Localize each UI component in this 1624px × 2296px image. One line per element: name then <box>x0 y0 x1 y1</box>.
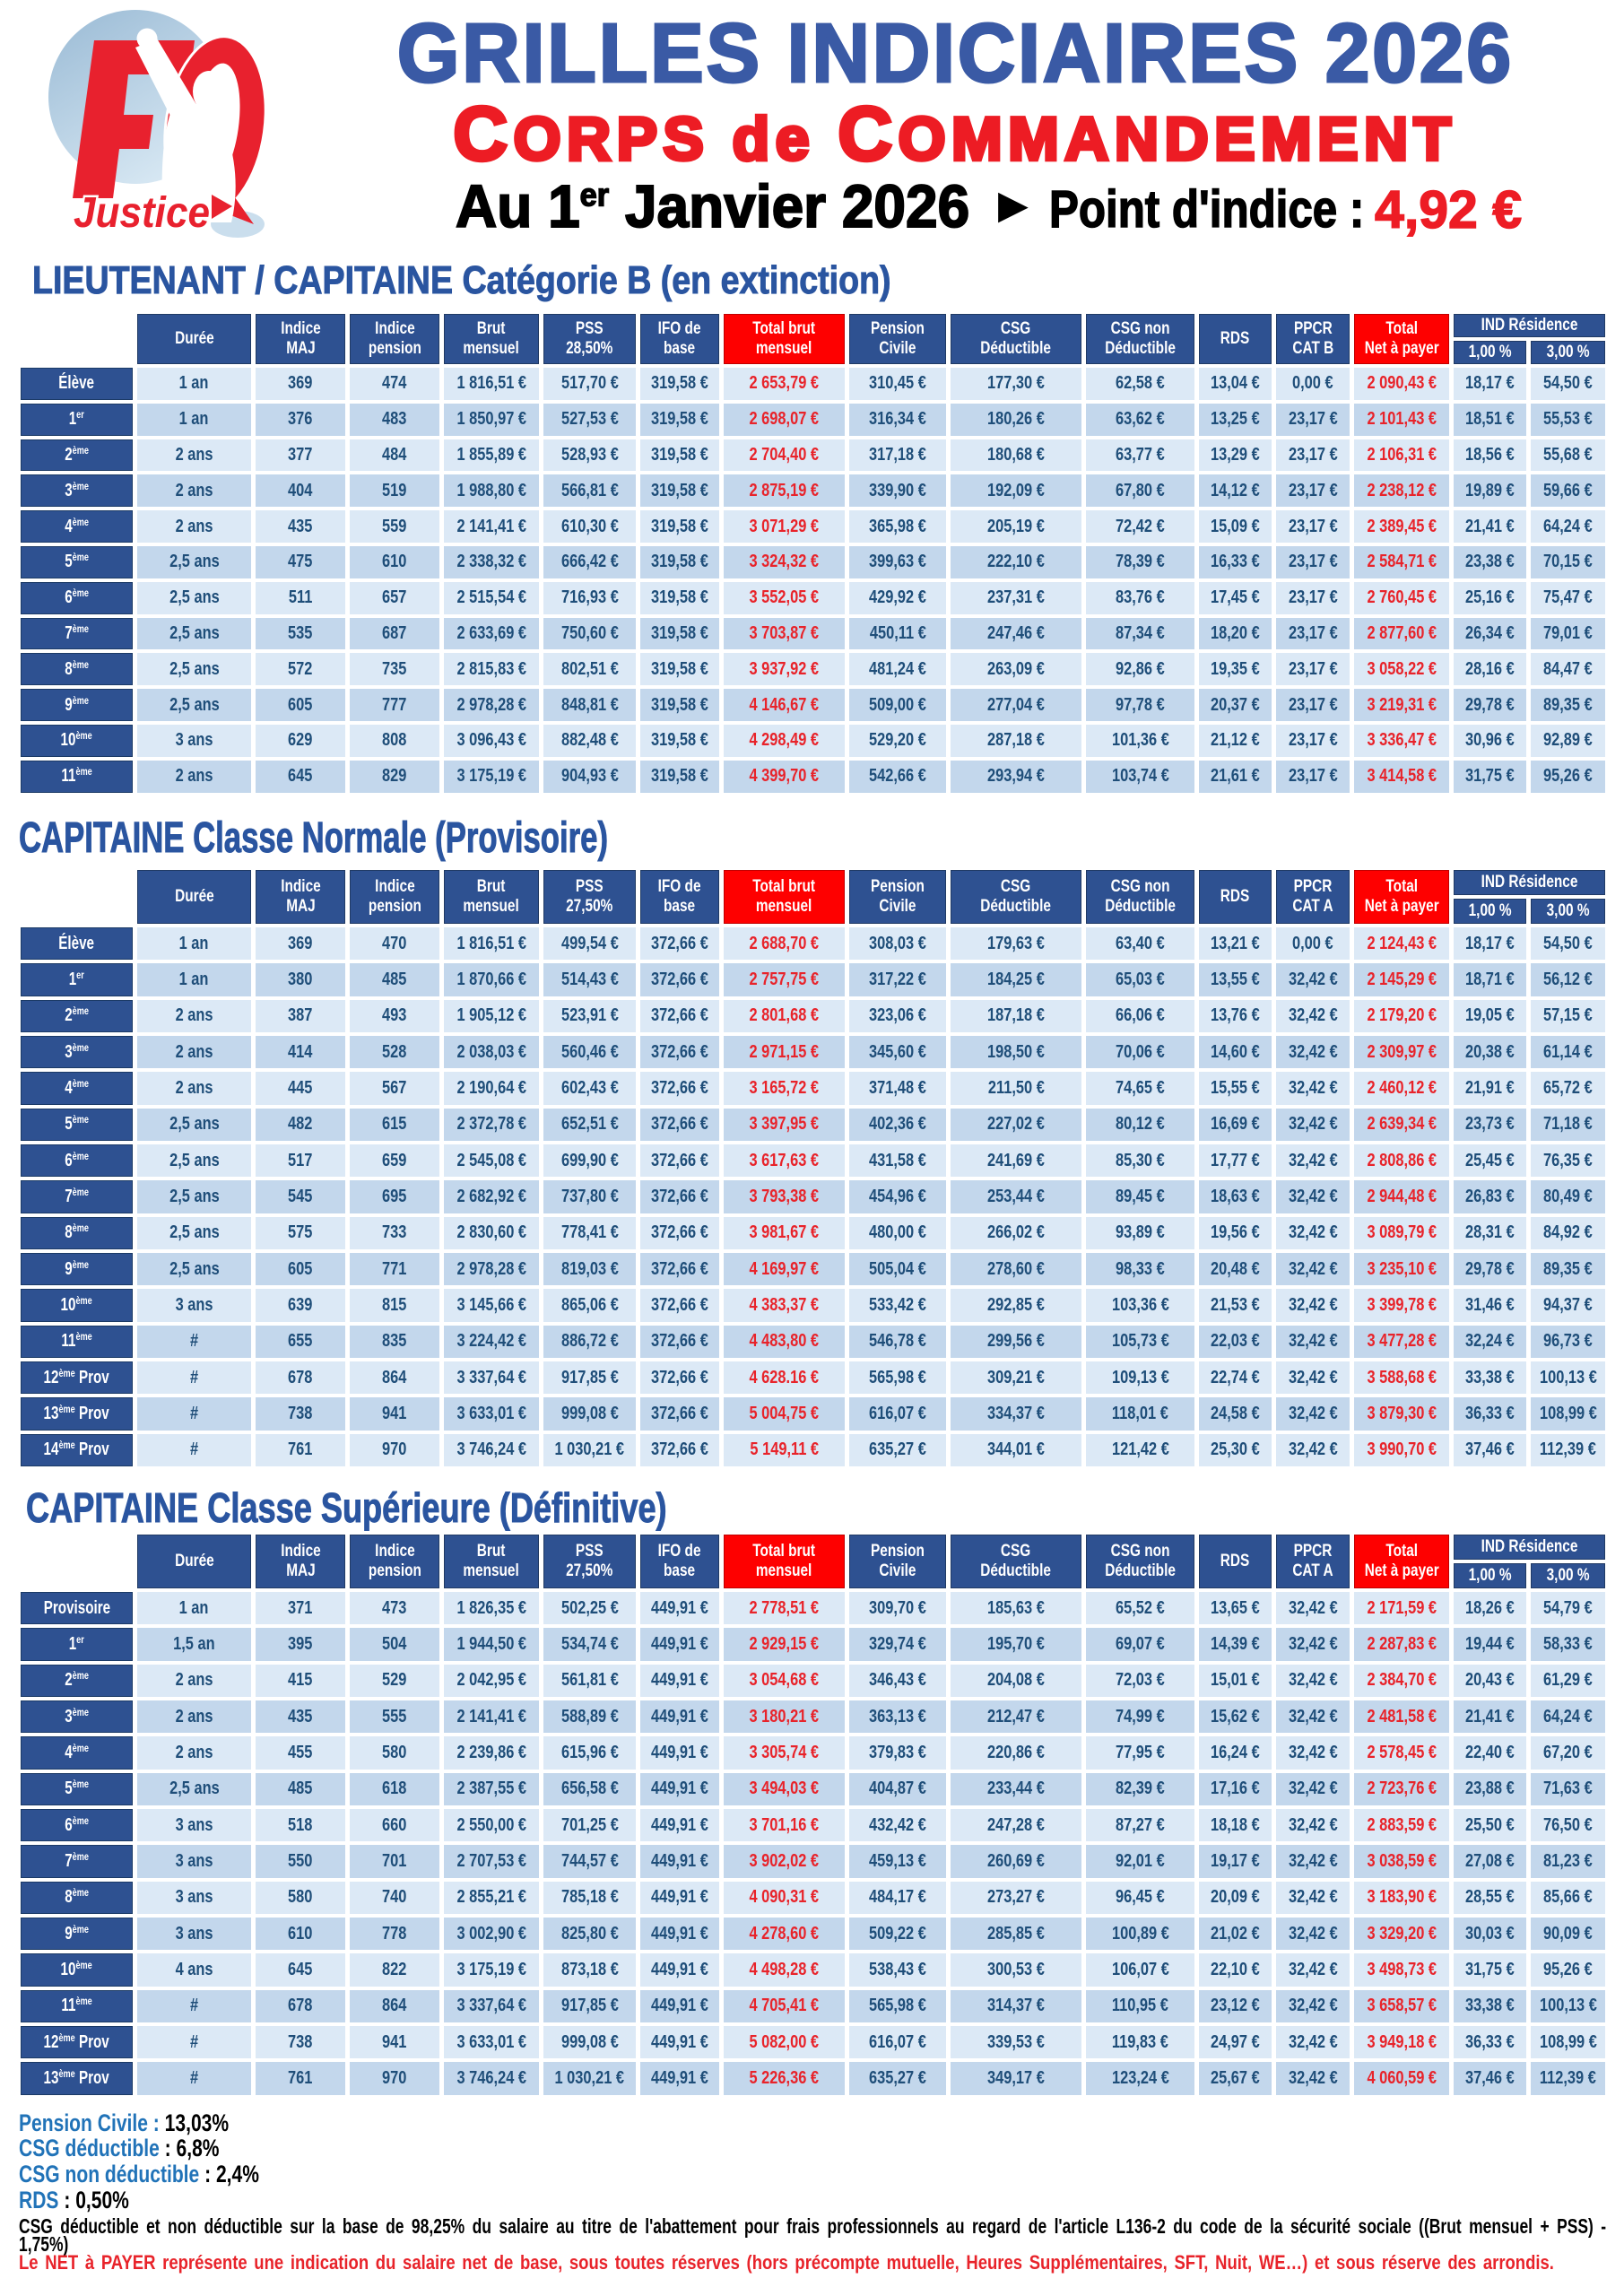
svg-text:Justice: Justice <box>74 189 210 237</box>
